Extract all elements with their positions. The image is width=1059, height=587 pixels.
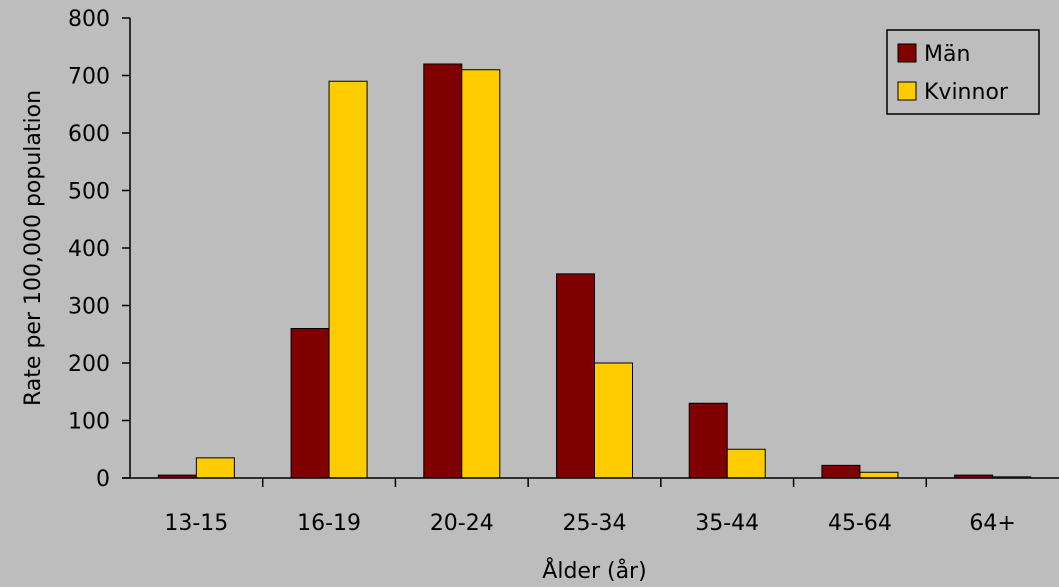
y-tick-label: 500	[68, 180, 110, 205]
bar-m-n-16-19	[290, 328, 330, 479]
y-ticks-group: 0 100 200 300 400 500 600 700 800	[68, 7, 130, 492]
bar-m-n-45-64	[821, 464, 861, 479]
y-tick-label: 700	[68, 65, 110, 90]
y-tick-label: 200	[68, 352, 110, 377]
x-tick-label: 20-24	[430, 511, 494, 536]
x-tick-label: 64+	[969, 511, 1015, 536]
legend-box	[886, 29, 1040, 115]
bar-m-n-20-24	[423, 63, 463, 479]
bar-kvinnor-45-64	[859, 471, 899, 479]
y-tick-label: 0	[96, 467, 110, 492]
x-ticks-group: 13-15 16-19 20-24 25-34 35-44 45-64 64+	[164, 478, 1016, 536]
x-tick-label: 16-19	[297, 511, 361, 536]
bar-kvinnor-25-34	[594, 362, 633, 479]
x-tick-label: 35-44	[695, 511, 759, 536]
bar-m-n-35-44	[688, 402, 728, 479]
legend-label: Män	[924, 42, 970, 67]
bar-m-n-25-34	[556, 273, 595, 479]
y-tick-label: 400	[68, 237, 110, 262]
bars-group	[157, 63, 1032, 479]
x-tick-label: 45-64	[828, 511, 892, 536]
legend-swatch	[897, 81, 917, 101]
bar-kvinnor-16-19	[328, 80, 368, 479]
x-axis-title: Ålder (år)	[542, 557, 646, 584]
bar-kvinnor-20-24	[461, 69, 501, 479]
y-axis-title: Rate per 100,000 population	[21, 90, 46, 406]
y-tick-label: 800	[68, 7, 110, 32]
legend-label: Kvinnor	[924, 80, 1009, 105]
bar-kvinnor-13-15	[195, 457, 235, 479]
y-tick-label: 600	[68, 122, 110, 147]
y-tick-label: 300	[68, 295, 110, 320]
y-tick-label: 100	[68, 410, 110, 435]
bar-kvinnor-35-44	[726, 448, 766, 479]
x-tick-label: 13-15	[164, 511, 228, 536]
legend: Män Kvinnor	[886, 29, 1040, 115]
legend-swatch	[897, 43, 917, 63]
x-tick-label: 25-34	[563, 511, 627, 536]
